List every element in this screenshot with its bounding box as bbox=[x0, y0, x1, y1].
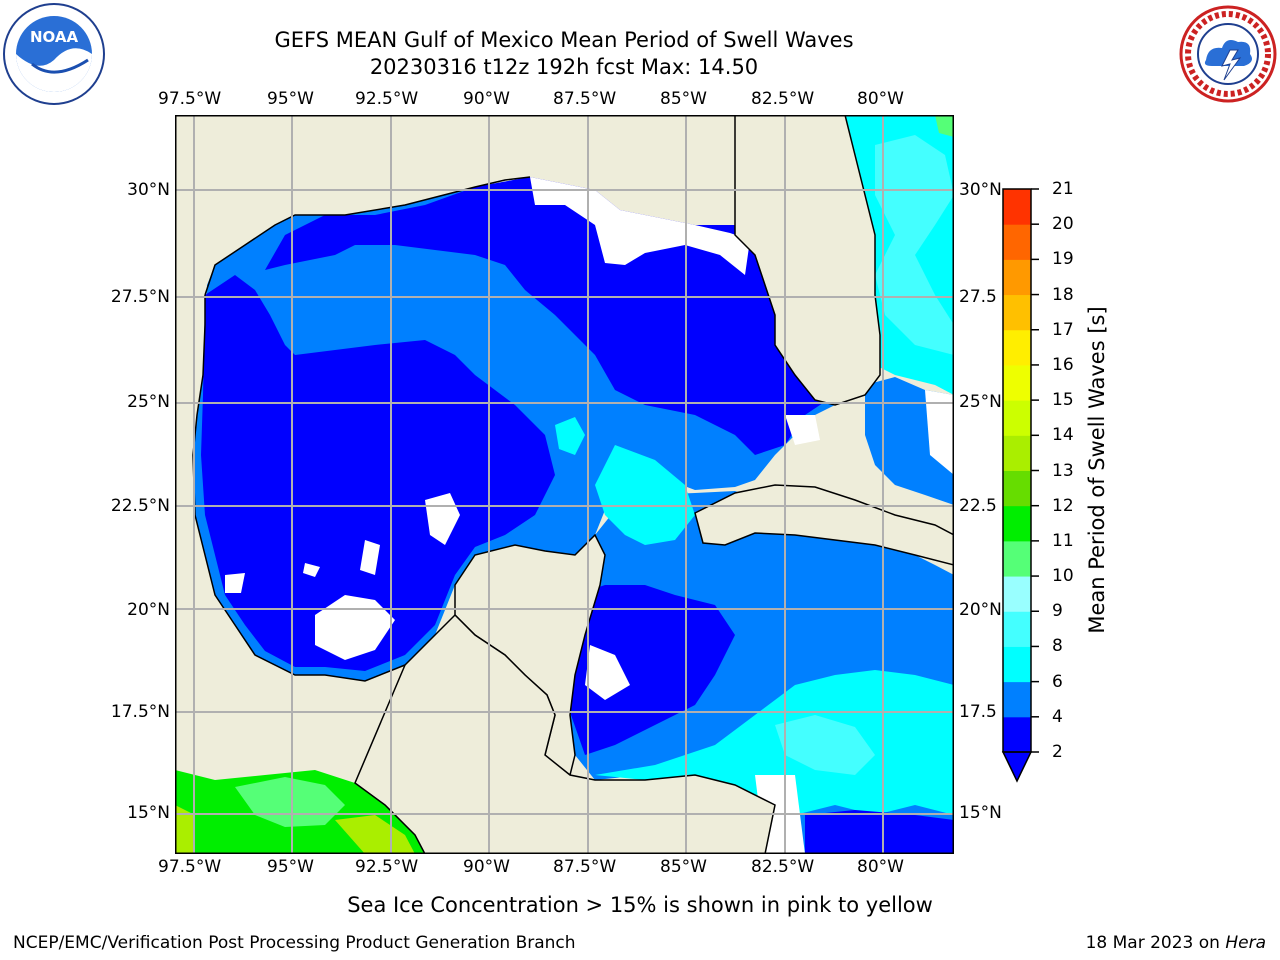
colorbar-extend-triangle bbox=[1001, 751, 1033, 783]
footer-org: NCEP/EMC/Verification Post Processing Pr… bbox=[13, 933, 576, 953]
lon-label-bottom: 80°W bbox=[857, 857, 904, 877]
lat-label-right: 15°N bbox=[959, 803, 1002, 823]
footer-date-text: 18 Mar 2023 on bbox=[1085, 933, 1226, 953]
lat-label-left: 15°N bbox=[127, 803, 170, 823]
no-data-patch bbox=[785, 415, 820, 445]
colorbar-segment bbox=[1003, 576, 1031, 612]
colorbar-segment bbox=[1003, 189, 1031, 225]
footer-host: Hera bbox=[1225, 933, 1266, 953]
colorbar-segment bbox=[1003, 259, 1031, 296]
lat-label-right: 30°N bbox=[959, 180, 1002, 200]
lon-label-bottom: 90°W bbox=[463, 857, 510, 877]
no-data-patch bbox=[585, 645, 630, 700]
atlantic-green-corner bbox=[935, 115, 954, 137]
noaa-logo-icon: NOAA bbox=[3, 3, 105, 105]
colorbar-tick-label: 6 bbox=[1052, 671, 1063, 692]
colorbar-tick-label: 2 bbox=[1052, 742, 1063, 762]
colorbar-tick-label: 9 bbox=[1052, 601, 1063, 622]
colorbar-tick-label: 18 bbox=[1052, 284, 1074, 305]
colorbar-segment bbox=[1003, 505, 1031, 542]
lat-label-left: 25°N bbox=[127, 392, 170, 412]
lat-label-right: 22.5 bbox=[959, 496, 997, 516]
central-america-land bbox=[354, 613, 776, 854]
colorbar-segment bbox=[1003, 364, 1031, 401]
colorbar-tick-label: 16 bbox=[1052, 354, 1074, 375]
colorbar-tick-label: 13 bbox=[1052, 460, 1074, 481]
caribbean-deep-blue-se bbox=[805, 810, 954, 854]
lon-label-bottom: 87.5°W bbox=[553, 857, 617, 877]
colorbar-tick-label: 4 bbox=[1052, 706, 1063, 727]
lat-label-left: 17.5°N bbox=[110, 702, 170, 722]
lat-label-left: 30°N bbox=[127, 180, 170, 200]
colorbar-segment bbox=[1003, 611, 1031, 647]
colorbar-segment bbox=[1003, 400, 1031, 436]
caribbean-light-cyan-patch bbox=[775, 715, 875, 775]
gulf-of-mexico-map bbox=[175, 115, 954, 854]
no-data-patch bbox=[315, 595, 395, 660]
lon-label-bottom: 97.5°W bbox=[158, 857, 222, 877]
caribbean-cyan-band bbox=[595, 670, 954, 815]
lon-label-top: 87.5°W bbox=[553, 89, 617, 109]
florida-land bbox=[734, 115, 881, 406]
colorbar-segment bbox=[1003, 716, 1031, 753]
lat-label-left: 27.5°N bbox=[110, 287, 170, 307]
colorbar-segment bbox=[1003, 540, 1031, 577]
lon-label-top: 90°W bbox=[463, 89, 510, 109]
map-frame bbox=[175, 115, 954, 854]
map-subtitle: 20230316 t12z 192h fcst Max: 14.50 bbox=[369, 55, 759, 79]
colorbar-tick-label: 10 bbox=[1052, 566, 1074, 587]
gulf-deep-blue-inner bbox=[275, 350, 465, 465]
colorbar-segment bbox=[1003, 329, 1031, 366]
colorbar-segment bbox=[1003, 435, 1031, 471]
colorbar-segment bbox=[1003, 224, 1031, 260]
colorbar-label: Mean Period of Swell Waves [s] bbox=[1085, 306, 1109, 634]
colorbar bbox=[1001, 188, 1039, 783]
no-data-patch bbox=[303, 563, 320, 577]
lon-label-bottom: 85°W bbox=[660, 857, 707, 877]
lon-label-top: 95°W bbox=[267, 89, 314, 109]
colorbar-tick-label: 11 bbox=[1052, 530, 1074, 551]
colorbar-segment bbox=[1003, 646, 1031, 683]
lon-label-top: 85°W bbox=[660, 89, 707, 109]
colorbar-tick-label: 8 bbox=[1052, 636, 1063, 657]
colorbar-segment bbox=[1003, 470, 1031, 507]
lon-label-bottom: 82.5°W bbox=[751, 857, 815, 877]
lat-label-right: 27.5 bbox=[959, 287, 997, 307]
sea-ice-note: Sea Ice Concentration > 15% is shown in … bbox=[347, 893, 933, 917]
colorbar-tick-label: 20 bbox=[1052, 214, 1074, 235]
lat-label-left: 20°N bbox=[127, 600, 170, 620]
lon-label-bottom: 92.5°W bbox=[355, 857, 419, 877]
colorbar-segment bbox=[1003, 681, 1031, 718]
footer-date: 18 Mar 2023 on Hera bbox=[1086, 933, 1266, 953]
lat-label-right: 17.5 bbox=[959, 702, 997, 722]
map-title: GEFS MEAN Gulf of Mexico Mean Period of … bbox=[274, 28, 854, 52]
no-data-patch bbox=[925, 390, 954, 475]
lat-label-left: 22.5°N bbox=[110, 496, 170, 516]
colorbar-tick-label: 12 bbox=[1052, 495, 1074, 516]
lon-label-top: 97.5°W bbox=[158, 89, 222, 109]
colorbar-segment bbox=[1003, 294, 1031, 331]
pacific-yellow-green bbox=[175, 805, 415, 854]
colorbar-tick-label: 17 bbox=[1052, 319, 1074, 340]
gulf-cyan-spot bbox=[555, 417, 585, 455]
no-data-patch bbox=[360, 540, 380, 575]
no-data-patch bbox=[530, 177, 750, 275]
yucatan-channel-cyan bbox=[595, 445, 695, 545]
lon-label-top: 82.5°W bbox=[751, 89, 815, 109]
colorbar-tick-label: 19 bbox=[1052, 249, 1074, 270]
lat-label-right: 25°N bbox=[959, 392, 1002, 412]
lon-label-bottom: 95°W bbox=[267, 857, 314, 877]
noaa-logo-text: NOAA bbox=[30, 28, 79, 46]
lat-label-right: 20°N bbox=[959, 600, 1002, 620]
no-data-patch bbox=[225, 573, 245, 593]
nws-logo-icon bbox=[1179, 5, 1277, 103]
map-graticule bbox=[175, 115, 954, 854]
colorbar-tick-label: 21 bbox=[1052, 179, 1074, 199]
colorbar-tick-label: 15 bbox=[1052, 390, 1074, 411]
lon-label-top: 92.5°W bbox=[355, 89, 419, 109]
colorbar-tick-label: 14 bbox=[1052, 425, 1074, 446]
lon-label-top: 80°W bbox=[857, 89, 904, 109]
